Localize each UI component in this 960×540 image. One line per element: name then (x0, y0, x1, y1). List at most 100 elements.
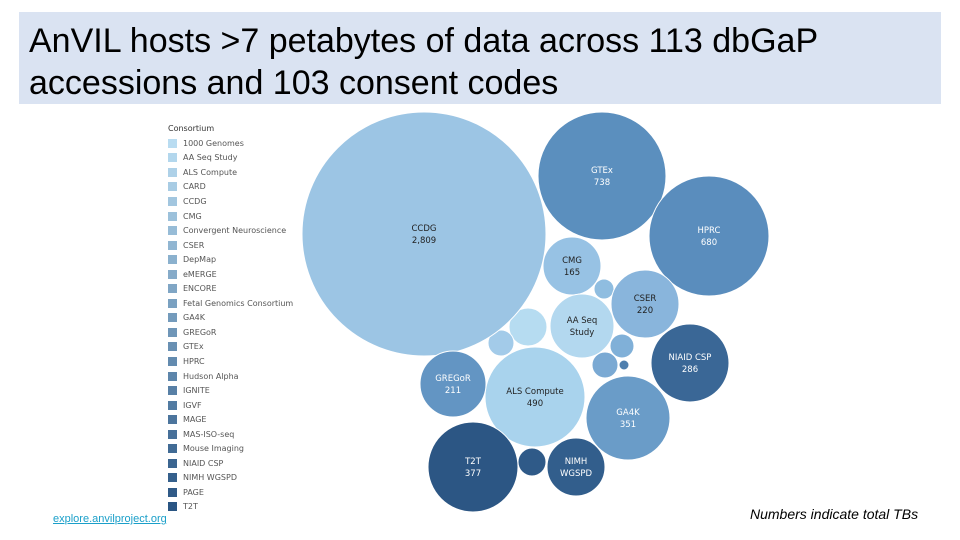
legend-swatch (168, 502, 177, 512)
legend-item[interactable]: GA4K (168, 311, 293, 326)
legend-swatch (168, 255, 177, 265)
bubble-nimh-wgspd[interactable]: NIMH WGSPD (546, 437, 606, 497)
legend-label: Mouse Imaging (183, 444, 245, 454)
chart-legend: Consortium 1000 Genomes AA Seq Study ALS C… (168, 124, 293, 514)
bubble-label: AA Seq (567, 316, 598, 326)
legend-item[interactable]: DepMap (168, 252, 293, 267)
legend-label: MAGE (183, 415, 207, 425)
bubble-circle (549, 293, 615, 359)
bubble-circle (650, 323, 730, 403)
bubble-gtex[interactable]: GTEx 738 (537, 111, 667, 241)
bubble-label: NIMH (565, 457, 588, 467)
bubble-circle (648, 175, 770, 297)
legend-swatch (168, 226, 177, 236)
legend-swatch (168, 182, 177, 192)
legend-label: GREGoR (183, 327, 217, 337)
legend-swatch (168, 415, 177, 425)
legend-item[interactable]: ENCORE (168, 281, 293, 296)
legend-swatch (168, 167, 177, 177)
legend-item[interactable]: CMG (168, 209, 293, 224)
legend-swatch (168, 138, 177, 148)
legend-item[interactable]: GTEx (168, 340, 293, 355)
bubble-value: 286 (682, 365, 698, 375)
legend-swatch (168, 284, 177, 294)
bubble-value: 2,809 (412, 236, 436, 246)
legend-item[interactable]: NIAID CSP (168, 456, 293, 471)
legend-item[interactable]: Mouse Imaging (168, 441, 293, 456)
bubble-value: 211 (445, 386, 461, 396)
bubble-unlabeled[interactable] (609, 333, 635, 359)
legend-item[interactable]: PAGE (168, 485, 293, 500)
legend-item[interactable]: 1000 Genomes (168, 136, 293, 151)
legend-item[interactable]: T2T (168, 500, 293, 515)
bubble-label: NIAID CSP (669, 353, 712, 363)
legend-swatch (168, 211, 177, 221)
legend-item[interactable]: HPRC (168, 354, 293, 369)
legend-item[interactable]: NIMH WGSPD (168, 471, 293, 486)
legend-swatch (168, 487, 177, 497)
bubble-aa-seq-study[interactable]: AA Seq Study (549, 293, 615, 359)
bubble-niaid-csp[interactable]: NIAID CSP 286 (650, 323, 730, 403)
legend-swatch (168, 473, 177, 483)
legend-item[interactable]: Convergent Neuroscience (168, 223, 293, 238)
bubble-cser[interactable]: CSER 220 (610, 269, 680, 339)
bubble-label: GREGoR (435, 374, 471, 384)
legend-swatch (168, 342, 177, 352)
legend-item[interactable]: AA Seq Study (168, 151, 293, 166)
bubble-value: 351 (620, 420, 636, 430)
legend-label: HPRC (183, 356, 205, 366)
bubble-unlabeled[interactable] (517, 447, 547, 477)
legend-swatch (168, 240, 177, 250)
bubble-als-compute[interactable]: ALS Compute 490 (484, 346, 586, 448)
legend-swatch (168, 371, 177, 381)
bubble-ccdg[interactable]: CCDG 2,809 (301, 111, 547, 357)
legend-swatch (168, 386, 177, 396)
bubble-unlabeled[interactable] (593, 278, 615, 300)
bubble-unlabeled[interactable] (508, 307, 548, 347)
legend-label: DepMap (183, 255, 217, 265)
legend-label: CMG (183, 211, 202, 221)
legend-label: Convergent Neuroscience (183, 226, 287, 236)
legend-label: Fetal Genomics Consortium (183, 298, 294, 308)
bubble-circle (427, 421, 519, 513)
explore-link[interactable]: explore.anvilproject.org (53, 513, 167, 525)
legend-swatch (168, 153, 177, 163)
legend-item[interactable]: MAS-ISO-seq (168, 427, 293, 442)
legend-label: PAGE (183, 487, 204, 497)
legend-label: NIAID CSP (183, 458, 224, 468)
legend-item[interactable]: GREGoR (168, 325, 293, 340)
bubble-cmg[interactable]: CMG 165 (542, 236, 602, 296)
bubble-ga4k[interactable]: GA4K 351 (585, 375, 671, 461)
legend-item[interactable]: CSER (168, 238, 293, 253)
legend-item[interactable]: CARD (168, 180, 293, 195)
legend-item[interactable]: CCDG (168, 194, 293, 209)
legend-item[interactable]: Fetal Genomics Consortium (168, 296, 293, 311)
legend-swatch (168, 429, 177, 439)
legend-item[interactable]: Hudson Alpha (168, 369, 293, 384)
bubble-circle (542, 236, 602, 296)
legend-swatch (168, 313, 177, 323)
legend-label: T2T (183, 502, 198, 512)
bubble-unlabeled[interactable] (618, 359, 630, 371)
bubble-label: CSER (634, 294, 657, 304)
bubble-gregor[interactable]: GREGoR 211 (419, 350, 487, 418)
bubble-hprc[interactable]: HPRC 680 (648, 175, 770, 297)
legend-item[interactable]: MAGE (168, 412, 293, 427)
legend-swatch (168, 196, 177, 206)
legend-label: IGNITE (183, 386, 210, 396)
legend-item[interactable]: eMERGE (168, 267, 293, 282)
bubble-label: GA4K (616, 408, 640, 418)
bubble-label: Study (570, 328, 595, 338)
bubble-unlabeled[interactable] (591, 351, 619, 379)
bubble-value: 165 (564, 268, 580, 278)
legend-item[interactable]: IGVF (168, 398, 293, 413)
legend-label: CSER (183, 240, 205, 250)
legend-item[interactable]: IGNITE (168, 383, 293, 398)
bubble-circle (419, 350, 487, 418)
legend-item[interactable]: ALS Compute (168, 165, 293, 180)
bubble-unlabeled[interactable] (487, 329, 515, 357)
units-note: Numbers indicate total TBs (750, 506, 919, 522)
legend-swatch (168, 444, 177, 454)
